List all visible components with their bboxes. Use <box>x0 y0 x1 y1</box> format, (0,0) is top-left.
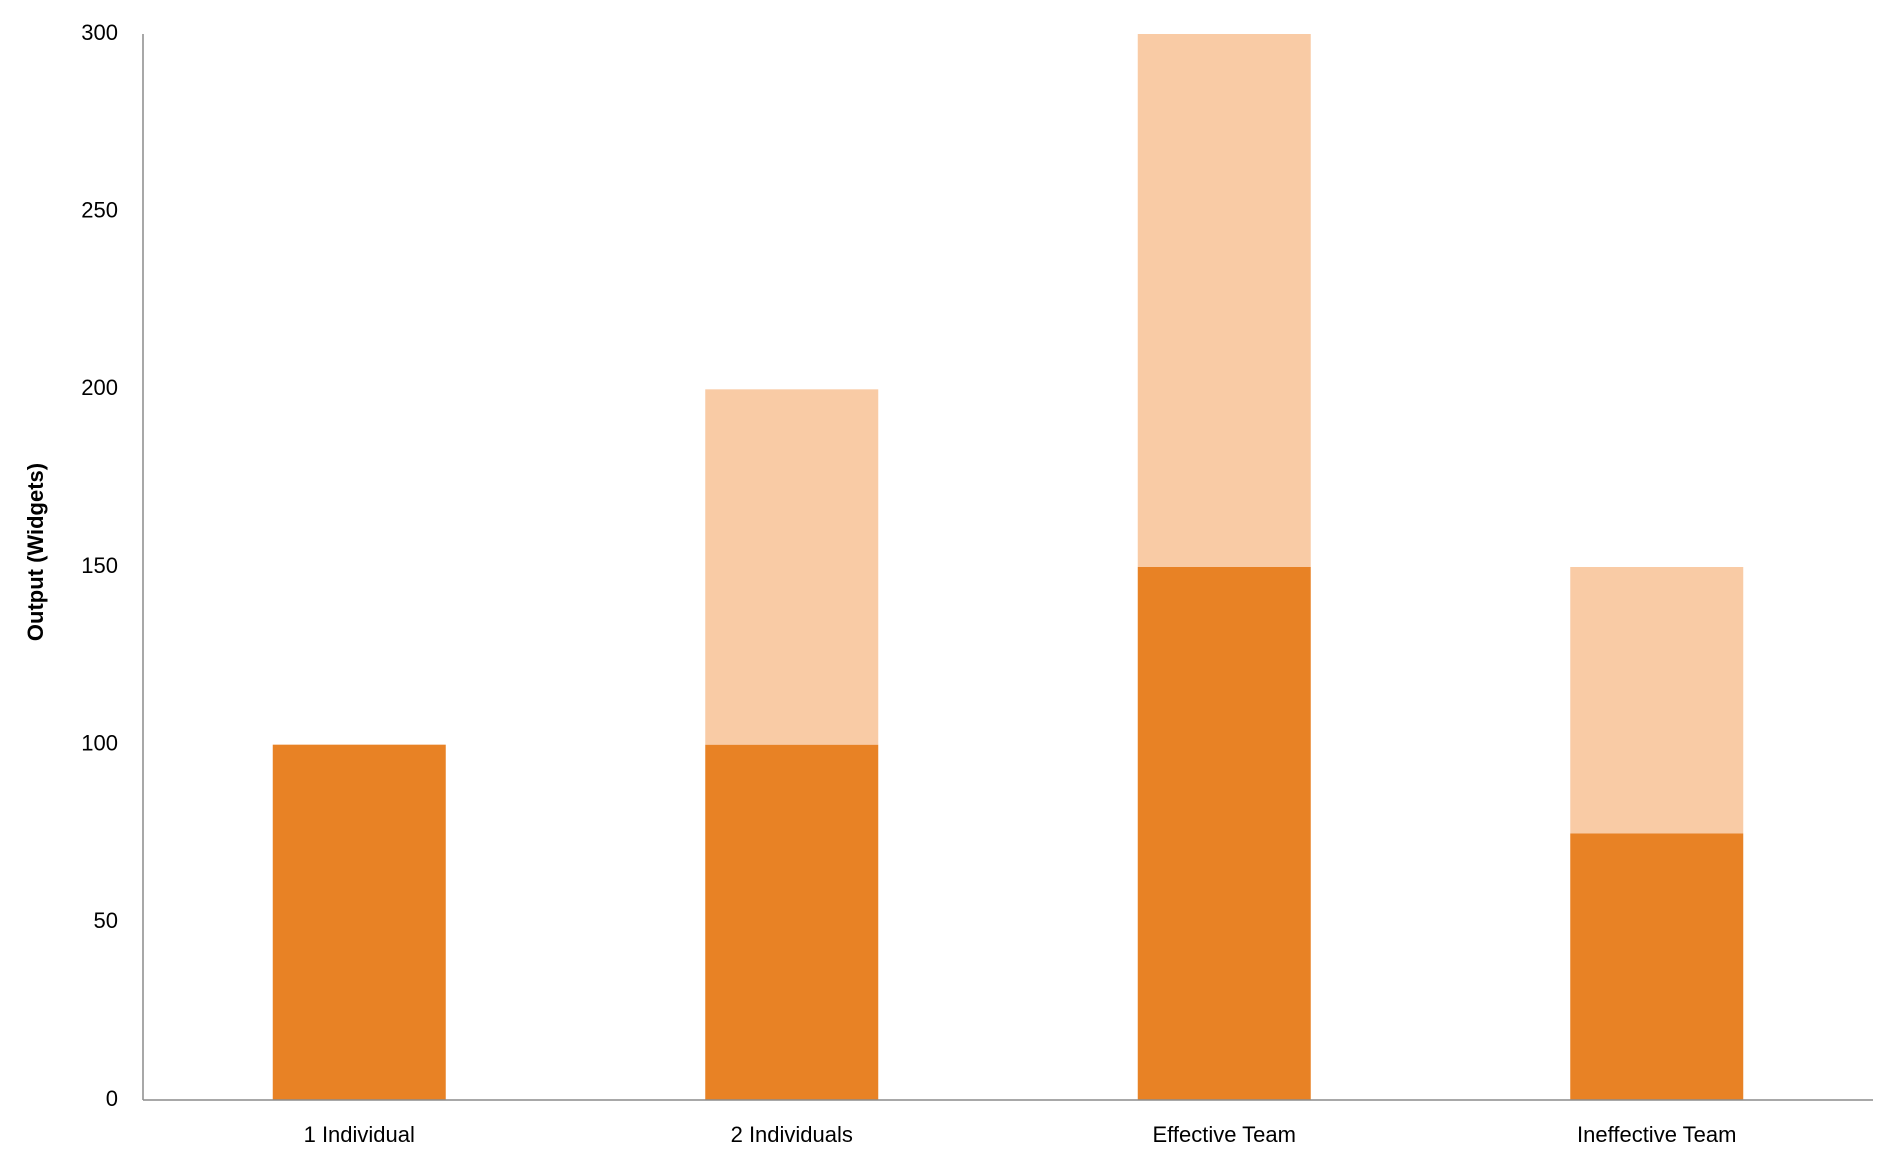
y-axis-label: Output (Widgets) <box>23 463 48 641</box>
x-tick-label: Effective Team <box>1153 1122 1296 1147</box>
y-tick-label: 300 <box>81 20 118 45</box>
bar-segment <box>1570 567 1744 834</box>
bar-segment <box>705 389 879 745</box>
bar-segment <box>272 744 446 1100</box>
bar-segment <box>705 744 879 1100</box>
y-tick-label: 200 <box>81 375 118 400</box>
bar-segment <box>1137 567 1311 1100</box>
y-tick-label: 250 <box>81 197 118 222</box>
x-tick-label: 1 Individual <box>304 1122 415 1147</box>
x-tick-label: 2 Individuals <box>731 1122 853 1147</box>
y-tick-label: 0 <box>106 1086 118 1111</box>
y-tick-label: 100 <box>81 730 118 755</box>
x-tick-label: Ineffective Team <box>1577 1122 1736 1147</box>
y-tick-label: 150 <box>81 553 118 578</box>
y-tick-label: 50 <box>94 908 118 933</box>
bar-segment <box>1570 833 1744 1100</box>
bar-segment <box>1137 34 1311 567</box>
